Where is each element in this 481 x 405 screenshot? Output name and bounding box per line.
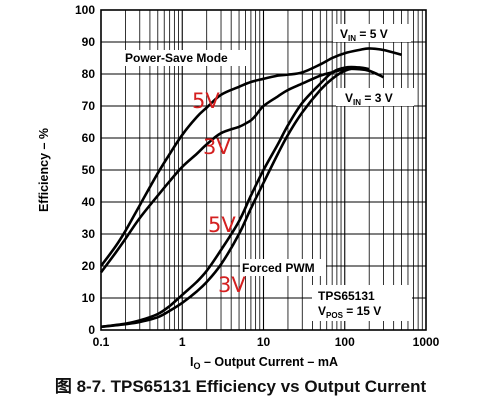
y-tick-label-8: 80	[82, 67, 96, 81]
svg-text:Forced PWM: Forced PWM	[242, 261, 315, 275]
svg-text:TPS65131: TPS65131	[318, 289, 375, 303]
handnote-5v-top: 5V	[192, 89, 220, 113]
y-tick-label-4: 40	[82, 195, 96, 209]
svg-text:VPOS = 15 V: VPOS = 15 V	[318, 304, 381, 320]
y-tick-label-1: 10	[82, 291, 96, 305]
handnote-3v-top: 3V	[203, 135, 231, 159]
svg-text:Power-Save Mode: Power-Save Mode	[125, 51, 228, 65]
handnote-3v-bottom: 3V	[218, 273, 246, 297]
y-tick-label-0: 0	[88, 323, 95, 337]
figure-caption: 图 8-7. TPS65131 Efficiency vs Output Cur…	[54, 377, 427, 396]
annotation-power-save: Power-Save Mode	[122, 50, 246, 66]
series-line-2	[100, 65, 378, 329]
svg-text:VIN = 3 V: VIN = 3 V	[345, 91, 393, 107]
handnote-5v-bottom: 5V	[208, 213, 236, 237]
efficiency-chart: 0 10 20 30 40 50 60 70 80 90 100 0.1 1 10 100 1000 Effi…	[37, 3, 440, 370]
x-tick-label-2: 10	[257, 335, 271, 349]
x-tick-label-3: 100	[335, 335, 355, 349]
series-line-0	[99, 47, 402, 267]
series-curves	[99, 47, 402, 329]
x-tick-label-1: 1	[179, 335, 186, 349]
y-tick-label-7: 70	[82, 99, 96, 113]
series-line-3	[100, 66, 370, 329]
y-tick-label-9: 90	[82, 35, 96, 49]
tick-labels: 0 10 20 30 40 50 60 70 80 90 100 0.1 1 10 100 1000	[75, 3, 440, 349]
annotation-part-box: TPS65131 VPOS = 15 V	[312, 285, 412, 321]
y-tick-label-6: 60	[82, 131, 96, 145]
y-tick-label-3: 30	[82, 227, 96, 241]
y-axis-label: Efficiency – %	[37, 128, 51, 212]
svg-text:VIN = 5 V: VIN = 5 V	[340, 27, 388, 43]
plot-frame	[100, 9, 427, 331]
x-tick-label-0: 0.1	[93, 335, 110, 349]
annotation-vin-3v-box: VIN = 3 V	[336, 88, 414, 107]
y-tick-label-10: 100	[75, 3, 95, 17]
y-tick-label-5: 50	[82, 163, 96, 177]
annotation-vin-5v-box: VIN = 5 V	[333, 24, 411, 43]
x-axis-label: IO – Output Current – mA	[190, 355, 338, 370]
y-tick-label-2: 20	[82, 259, 96, 273]
x-tick-label-4: 1000	[413, 335, 440, 349]
annotation-forced-pwm: Forced PWM	[240, 259, 326, 276]
